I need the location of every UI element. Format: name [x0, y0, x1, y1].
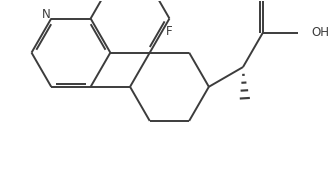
Text: N: N — [42, 8, 51, 21]
Text: F: F — [166, 25, 173, 38]
Text: OH: OH — [311, 26, 329, 39]
